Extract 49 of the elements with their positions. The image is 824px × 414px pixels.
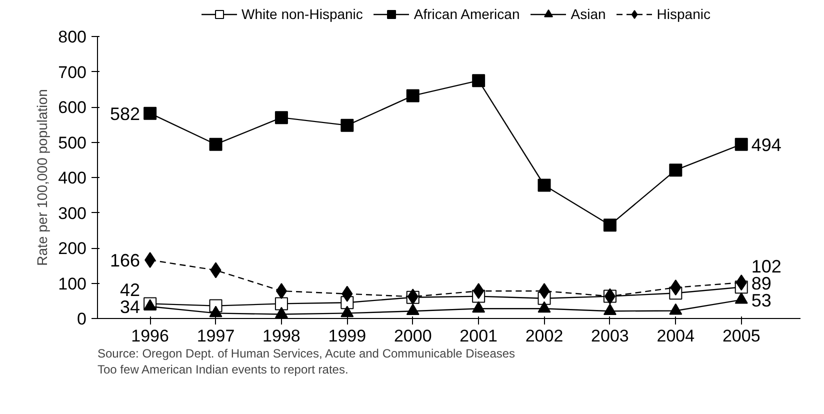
y-tick-label: 100 [58, 274, 87, 294]
y-tick-label: 300 [58, 204, 87, 223]
point [669, 303, 682, 315]
y-tick-label: 600 [58, 98, 87, 117]
point [406, 89, 420, 102]
y-tick-label: 0 [77, 310, 87, 328]
x-tick-label: 2004 [656, 326, 695, 346]
y-tick-label: 700 [58, 62, 87, 82]
legend-label: White non-Hispanic [242, 6, 363, 22]
x-tick-label: 1997 [196, 326, 235, 346]
y-tick-label: 200 [58, 239, 87, 258]
point [209, 306, 222, 318]
point [472, 74, 486, 88]
data-label: 494 [751, 134, 782, 155]
point [274, 306, 288, 318]
x-tick-label: 2002 [525, 326, 564, 346]
point [734, 138, 748, 151]
x-tick-label: 1998 [262, 326, 300, 346]
x-tick-label: 2005 [722, 326, 760, 346]
x-tick-label: 1999 [328, 326, 366, 346]
text: Too few American Indian events to report rates. [98, 362, 348, 376]
point [734, 292, 748, 304]
y-tick-label: 400 [58, 168, 87, 188]
point [603, 304, 616, 316]
data-label: 166 [110, 250, 140, 270]
point [538, 178, 551, 192]
point [669, 164, 682, 177]
x-tick-label: 2003 [591, 326, 629, 346]
y-tick-label: 500 [58, 133, 87, 152]
point [603, 218, 616, 232]
point [274, 297, 288, 310]
x-tick-label: 2000 [394, 326, 432, 346]
point [472, 301, 486, 313]
x-tick-label: 1996 [131, 326, 169, 346]
y-axis-title: Rate per 100,000 population [34, 89, 50, 266]
data-label: 582 [110, 104, 140, 124]
point [406, 304, 420, 316]
x-tick-label: 2001 [460, 326, 498, 346]
point [340, 118, 354, 132]
y-tick-label: 800 [58, 28, 87, 46]
point [340, 306, 354, 318]
source-note: Source: Oregon Dept. of Human Services, Acute and Communicable Diseases [98, 346, 516, 360]
legend-label: African American [414, 6, 520, 22]
legend-label: Asian [570, 6, 606, 22]
point [274, 111, 288, 124]
legend-label: Hispanic [656, 6, 710, 22]
point [209, 138, 222, 151]
point [538, 301, 551, 313]
point [144, 106, 157, 120]
